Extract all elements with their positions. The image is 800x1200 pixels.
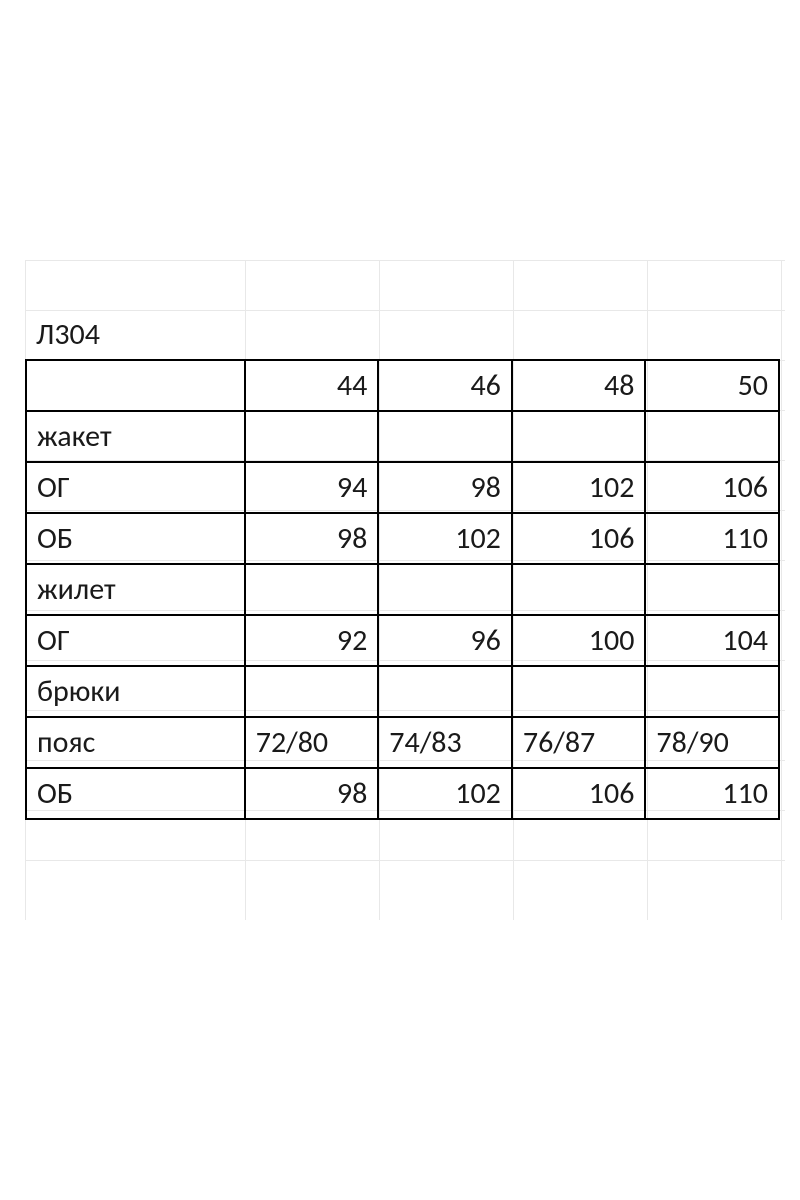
header-size: 48 [512, 360, 646, 411]
row-label: ОБ [26, 513, 245, 564]
table-cell: 102 [378, 768, 512, 819]
header-size: 46 [378, 360, 512, 411]
table-cell [245, 310, 379, 360]
table-cell: 106 [645, 462, 779, 513]
table-cell: 94 [245, 462, 379, 513]
table-cell [378, 564, 512, 615]
table-cell [378, 310, 512, 360]
table-cell [378, 411, 512, 462]
table-cell [645, 411, 779, 462]
header-label [26, 360, 245, 411]
table-cell: 74/83 [378, 717, 512, 768]
table-cell: 78/90 [645, 717, 779, 768]
table-cell [645, 564, 779, 615]
table-cell [512, 411, 646, 462]
table-cell: 98 [245, 513, 379, 564]
table-cell: 106 [512, 513, 646, 564]
table-row: пояс72/8074/8376/8778/90 [26, 717, 779, 768]
row-label: жакет [26, 411, 245, 462]
table-cell [245, 564, 379, 615]
row-label: ОГ [26, 615, 245, 666]
row-label: ОБ [26, 768, 245, 819]
table-cell: 76/87 [512, 717, 646, 768]
header-row: 44 46 48 50 [26, 360, 779, 411]
table-row: жилет [26, 564, 779, 615]
table-cell: 104 [645, 615, 779, 666]
spreadsheet-area: Л304 44 46 48 50 жакетОГ9498102106ОБ9810… [25, 310, 785, 820]
table-cell [512, 666, 646, 717]
size-chart-table: Л304 44 46 48 50 жакетОГ9498102106ОБ9810… [25, 310, 780, 820]
table-cell: 102 [512, 462, 646, 513]
table-title: Л304 [26, 310, 245, 360]
table-cell: 98 [245, 768, 379, 819]
table-cell [378, 666, 512, 717]
table-cell [645, 666, 779, 717]
row-label: брюки [26, 666, 245, 717]
table-cell: 102 [378, 513, 512, 564]
table-cell: 92 [245, 615, 379, 666]
title-row: Л304 [26, 310, 779, 360]
table-cell: 106 [512, 768, 646, 819]
table-row: ОБ98102106110 [26, 513, 779, 564]
table-cell [245, 666, 379, 717]
table-cell: 110 [645, 513, 779, 564]
table-cell: 96 [378, 615, 512, 666]
table-row: брюки [26, 666, 779, 717]
row-label: жилет [26, 564, 245, 615]
table-cell [512, 310, 646, 360]
table-row: ОБ98102106110 [26, 768, 779, 819]
table-cell: 110 [645, 768, 779, 819]
table-cell: 72/80 [245, 717, 379, 768]
header-size: 50 [645, 360, 779, 411]
table-cell: 100 [512, 615, 646, 666]
table-row: ОГ9498102106 [26, 462, 779, 513]
header-size: 44 [245, 360, 379, 411]
table-cell [245, 411, 379, 462]
table-row: жакет [26, 411, 779, 462]
row-label: пояс [26, 717, 245, 768]
table-cell: 98 [378, 462, 512, 513]
table-cell [512, 564, 646, 615]
table-cell [645, 310, 779, 360]
table-row: ОГ9296100104 [26, 615, 779, 666]
row-label: ОГ [26, 462, 245, 513]
